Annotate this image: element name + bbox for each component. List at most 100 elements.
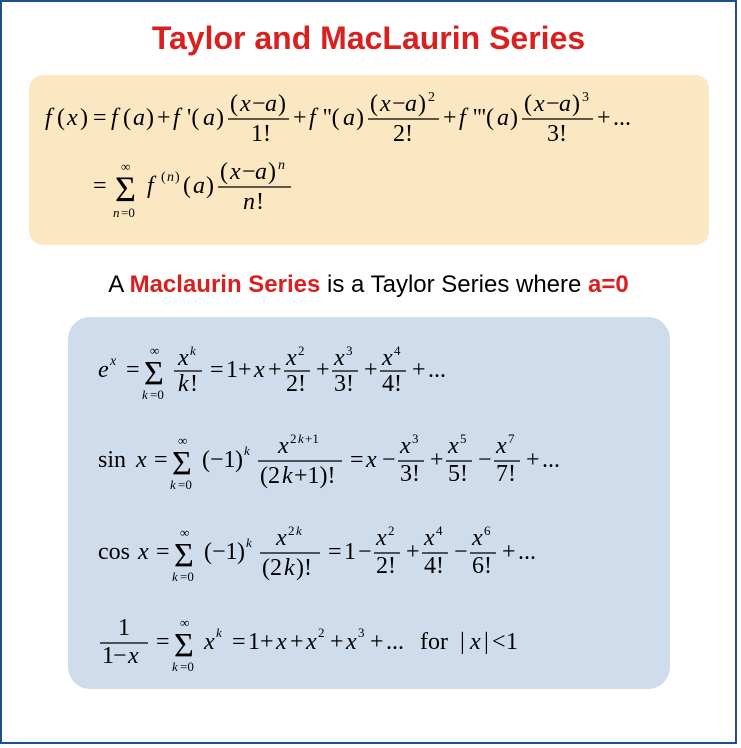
- svg-text:2: 2: [318, 625, 325, 640]
- svg-text:(: (: [123, 105, 131, 131]
- svg-text:1: 1: [118, 615, 130, 641]
- svg-text:5: 5: [460, 431, 467, 446]
- svg-text:∞: ∞: [121, 159, 130, 174]
- svg-text:for: for: [420, 629, 448, 655]
- svg-text:...: ...: [386, 629, 404, 655]
- maclaurin-cos: cos x = Σ ∞ k =0 ( −1 ) k x 2 k (2: [98, 517, 646, 587]
- svg-text:1: 1: [226, 357, 238, 383]
- svg-text:f: f: [147, 173, 157, 199]
- svg-text:k: k: [142, 387, 148, 402]
- svg-text:x: x: [471, 525, 483, 551]
- svg-text:x: x: [275, 525, 287, 551]
- svg-text:(: (: [230, 91, 238, 117]
- svg-text:|: |: [460, 629, 465, 655]
- svg-text:x: x: [253, 357, 265, 383]
- svg-text:): ): [418, 91, 426, 117]
- svg-text:x: x: [305, 629, 317, 655]
- svg-text:x: x: [127, 643, 139, 669]
- svg-text:|: |: [484, 629, 489, 655]
- svg-text:3!: 3!: [400, 461, 420, 487]
- svg-text:=: =: [350, 447, 364, 473]
- svg-text:7!: 7!: [496, 461, 516, 487]
- svg-text:=0: =0: [180, 659, 194, 674]
- subtitle-prefix: A: [108, 271, 129, 298]
- maclaurin-geometric: 1 1 − x = Σ ∞ k =0 x k = 1 + x +: [98, 609, 646, 675]
- svg-text:=0: =0: [178, 477, 192, 492]
- svg-text:∞: ∞: [178, 433, 187, 448]
- svg-text:+: +: [412, 357, 426, 383]
- svg-text:+: +: [364, 357, 378, 383]
- svg-text:k: k: [244, 443, 250, 458]
- svg-text:''(: ''(: [323, 105, 340, 131]
- svg-text:∞: ∞: [180, 525, 189, 540]
- svg-text:k: k: [284, 555, 295, 581]
- svg-text:e: e: [98, 357, 109, 383]
- svg-text:4!: 4!: [382, 371, 402, 397]
- svg-text:+: +: [157, 105, 171, 131]
- svg-text:=: =: [232, 629, 246, 655]
- svg-text:+: +: [526, 447, 540, 473]
- svg-text:3: 3: [582, 90, 589, 105]
- subtitle-a: a=0: [588, 271, 629, 298]
- svg-text:(: (: [524, 91, 532, 117]
- svg-text:x: x: [135, 447, 147, 473]
- svg-text:): ): [216, 105, 224, 131]
- svg-text:=: =: [328, 539, 342, 565]
- svg-text:f: f: [173, 105, 183, 131]
- svg-text:(: (: [220, 159, 228, 185]
- svg-text:4: 4: [436, 523, 443, 538]
- svg-text:n: n: [167, 170, 174, 185]
- svg-text:a: a: [497, 105, 509, 131]
- svg-text:(2: (2: [262, 555, 282, 581]
- svg-text:f: f: [45, 105, 55, 131]
- svg-text:k: k: [298, 431, 304, 446]
- svg-text:)!: )!: [296, 555, 312, 581]
- svg-text:(: (: [204, 539, 212, 565]
- maclaurin-ex: e x = Σ ∞ k =0 x k k ! = 1 + x: [98, 337, 646, 403]
- svg-text:x: x: [177, 345, 189, 371]
- svg-text:a: a: [343, 105, 355, 131]
- svg-text:+: +: [293, 105, 307, 131]
- svg-text:k: k: [190, 343, 196, 358]
- svg-text:a: a: [203, 105, 215, 131]
- svg-text:2!: 2!: [376, 553, 396, 579]
- svg-text:<: <: [492, 629, 506, 655]
- svg-text:): ): [80, 105, 88, 131]
- svg-text:): ): [356, 105, 364, 131]
- svg-text:x: x: [399, 433, 411, 459]
- svg-text:x: x: [365, 447, 377, 473]
- svg-text:...: ...: [518, 539, 536, 565]
- svg-text:1: 1: [344, 539, 356, 565]
- taylor-formula: f ( x ) = f ( a ) + f '( a ) ( x: [45, 89, 693, 229]
- svg-text:−: −: [358, 539, 372, 565]
- svg-text:x: x: [423, 525, 435, 551]
- svg-text:3!: 3!: [334, 371, 354, 397]
- svg-text:(: (: [57, 105, 65, 131]
- svg-text:−: −: [113, 643, 127, 669]
- svg-text:1: 1: [248, 629, 260, 655]
- svg-text:k: k: [178, 371, 189, 397]
- svg-text:+: +: [406, 539, 420, 565]
- svg-text:+1)!: +1)!: [294, 463, 336, 489]
- svg-text:+: +: [260, 629, 274, 655]
- svg-text:5!: 5!: [448, 461, 468, 487]
- svg-text:x: x: [533, 91, 545, 117]
- subtitle-mid: is a Taylor Series where: [320, 271, 588, 298]
- svg-text:): ): [572, 91, 580, 117]
- maclaurin-subtitle: A Maclaurin Series is a Taylor Series wh…: [108, 271, 629, 299]
- svg-text:6: 6: [484, 523, 491, 538]
- svg-text:): ): [235, 447, 243, 473]
- svg-text:+: +: [238, 357, 252, 383]
- svg-text:x: x: [137, 539, 149, 565]
- svg-text:=: =: [210, 357, 224, 383]
- svg-text:−: −: [242, 159, 256, 185]
- svg-text:x: x: [345, 629, 357, 655]
- svg-text:(: (: [202, 447, 210, 473]
- svg-text:): ): [237, 539, 245, 565]
- svg-text:3!: 3!: [547, 121, 567, 147]
- svg-text:7: 7: [508, 431, 515, 446]
- svg-text:2: 2: [298, 343, 305, 358]
- svg-text:(: (: [161, 170, 166, 185]
- svg-text:'(: '(: [187, 105, 199, 131]
- svg-text:+1: +1: [305, 431, 319, 446]
